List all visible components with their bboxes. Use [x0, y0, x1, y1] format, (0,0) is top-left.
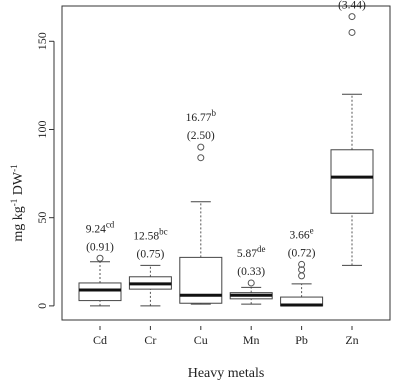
outlier-point: [197, 143, 205, 151]
y-tick-label: 0: [35, 303, 49, 309]
mean-label-cr: 12.58bc: [133, 226, 167, 242]
significance-letters: de: [257, 244, 266, 254]
x-axis: Cd Cr Cu Mn Pb Zn: [93, 326, 359, 347]
box-cd: [78, 254, 122, 307]
x-tick-label-zn: Zn: [345, 333, 358, 347]
y-axis-label-sup1: -1: [9, 199, 19, 207]
box-cu: [179, 143, 223, 305]
mean-label-cu: 16.77b: [186, 108, 217, 124]
y-axis-label-main: mg kg: [11, 206, 26, 241]
y-axis: 0 50 100 150: [35, 32, 55, 309]
outlier-point: [298, 266, 306, 274]
outlier-point: [197, 154, 205, 162]
mean-label-mn: 5.87de: [237, 244, 266, 260]
box-cr: [128, 264, 172, 307]
mean-label-pb: 3.66e: [290, 225, 314, 241]
x-tick-label-cu: Cu: [194, 333, 208, 347]
y-axis-label: mg kg-1 DW-1: [9, 164, 26, 241]
x-tick-label-cr: Cr: [144, 333, 156, 347]
significance-letters: cd: [106, 219, 115, 229]
y-tick-label: 150: [35, 32, 49, 50]
se-label-cd: (0.91): [86, 241, 114, 253]
outlier-point: [298, 272, 306, 280]
significance-letters: b: [211, 108, 216, 118]
se-label-mn: (0.33): [237, 266, 265, 278]
box-series: [78, 13, 374, 307]
outlier-point: [247, 279, 255, 287]
box-mn: [229, 279, 273, 305]
x-tick-label-pb: Pb: [295, 333, 308, 347]
y-axis-label-sup2: -1: [9, 164, 19, 172]
box-pb: [280, 260, 324, 307]
iqr-box: [330, 149, 374, 214]
significance-letters: e: [310, 225, 314, 235]
x-tick-label-mn: Mn: [243, 333, 260, 347]
se-label-zn: (3.44): [338, 0, 366, 12]
y-tick-label: 100: [35, 120, 49, 138]
box-zn: [330, 13, 374, 266]
outlier-point: [348, 13, 356, 21]
outlier-point: [96, 254, 104, 262]
significance-letters: bc: [159, 226, 168, 236]
x-axis-label: Heavy metals: [188, 366, 265, 381]
plot-frame: [61, 5, 391, 321]
outlier-point: [298, 260, 306, 268]
annotations: 9.24cd (0.91) 12.58bc (0.75) 16.77b (2.50) 5.8…: [86, 0, 366, 278]
outlier-point: [348, 28, 356, 36]
mean-label-cd: 9.24cd: [86, 219, 115, 235]
se-label-cr: (0.75): [137, 248, 165, 260]
y-axis-label-mid: DW: [11, 171, 26, 199]
se-label-cu: (2.50): [187, 130, 215, 142]
x-tick-label-cd: Cd: [93, 333, 107, 347]
iqr-box: [78, 282, 122, 302]
se-label-pb: (0.72): [288, 247, 316, 259]
y-tick-label: 50: [35, 212, 49, 224]
